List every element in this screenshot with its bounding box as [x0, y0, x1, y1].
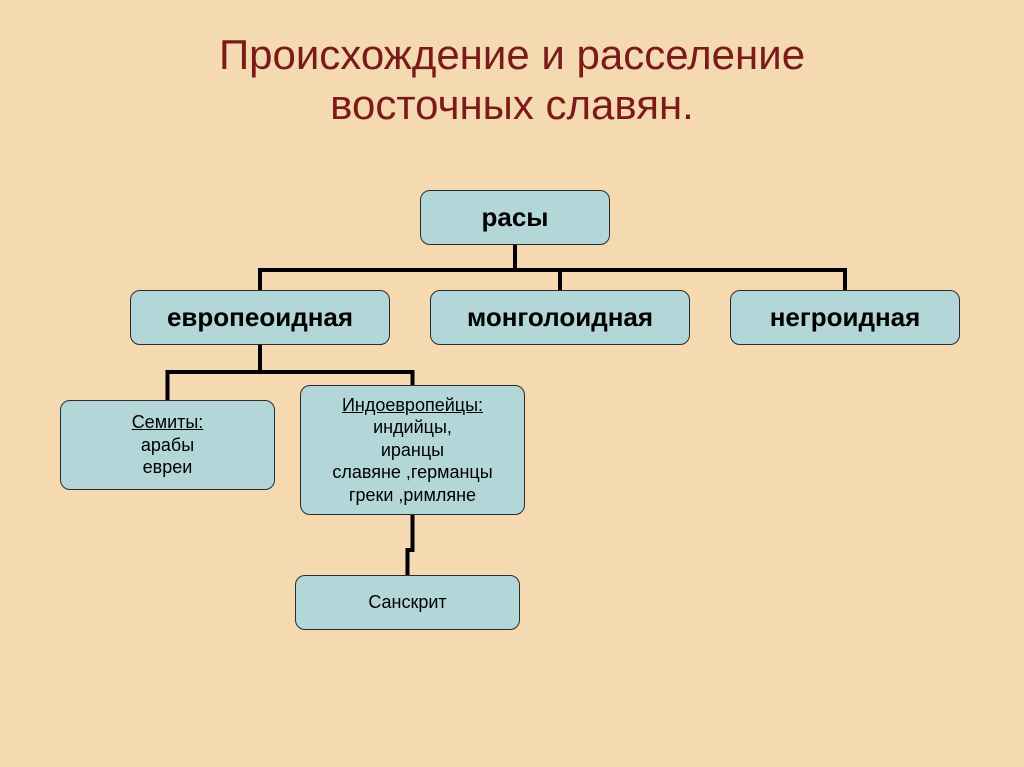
- node-semites-content: Семиты: арабы евреи: [132, 411, 204, 479]
- node-negroid-label: негроидная: [770, 301, 921, 334]
- title-line2: восточных славян.: [330, 81, 694, 128]
- node-sanskrit: Санскрит: [295, 575, 520, 630]
- node-semites-line2: евреи: [143, 457, 193, 477]
- node-indoeuropeans-content: Индоевропейцы: индийцы, иранцы славяне ,…: [332, 394, 492, 507]
- node-semites: Семиты: арабы евреи: [60, 400, 275, 490]
- node-indo-line1: индийцы,: [373, 417, 452, 437]
- node-indo-line3: славяне ,германцы: [332, 462, 492, 482]
- node-indo-heading: Индоевропейцы:: [342, 395, 483, 415]
- node-indo-line4: греки ,римляне: [349, 485, 476, 505]
- node-races-label: расы: [481, 201, 548, 234]
- node-semites-heading: Семиты:: [132, 412, 204, 432]
- node-negroid: негроидная: [730, 290, 960, 345]
- node-europeoid-label: европеоидная: [167, 301, 353, 334]
- slide: Происхождение и расселение восточных сла…: [0, 0, 1024, 767]
- node-sanskrit-label: Санскрит: [368, 591, 446, 614]
- node-indoeuropeans: Индоевропейцы: индийцы, иранцы славяне ,…: [300, 385, 525, 515]
- title-line1: Происхождение и расселение: [219, 31, 805, 78]
- node-semites-line1: арабы: [141, 435, 194, 455]
- node-europeoid: европеоидная: [130, 290, 390, 345]
- node-races: расы: [420, 190, 610, 245]
- node-mongoloid: монголоидная: [430, 290, 690, 345]
- node-indo-line2: иранцы: [381, 440, 444, 460]
- node-mongoloid-label: монголоидная: [467, 301, 653, 334]
- slide-title: Происхождение и расселение восточных сла…: [0, 0, 1024, 131]
